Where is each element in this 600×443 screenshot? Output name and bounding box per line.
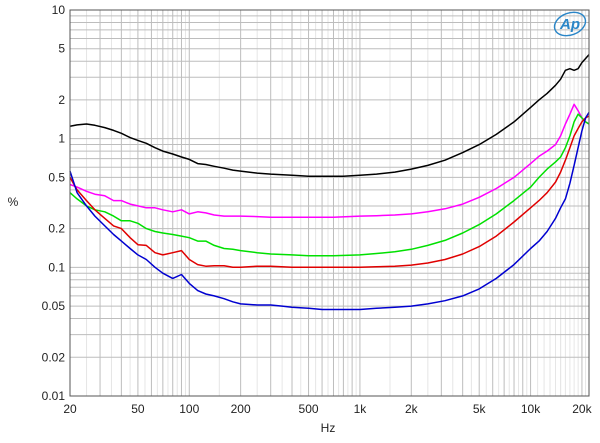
y-tick-label: 5 — [58, 42, 65, 56]
x-tick-label: 500 — [299, 402, 319, 416]
y-tick-label: 0.2 — [48, 222, 65, 236]
ap-logo: Ap — [553, 11, 587, 37]
series-line-2 — [69, 103, 590, 219]
x-tick-label: 10k — [521, 402, 541, 416]
y-tick-label: 0.05 — [42, 299, 66, 313]
x-tick-labels: 20 50 100 200 500 1k 2k 5k 10k 20k — [63, 402, 592, 416]
series-line-3 — [69, 113, 590, 257]
x-tick-label: 50 — [131, 402, 145, 416]
y-tick-label: 0.02 — [42, 350, 66, 364]
y-tick-labels: 10 5 2 1 0.5 0.2 0.1 0.05 0.02 0.01 — [42, 3, 66, 403]
y-tick-label: 1 — [58, 132, 65, 146]
x-axis-label: Hz — [321, 421, 336, 435]
ap-logo-text: Ap — [559, 16, 580, 33]
x-tick-label: 200 — [231, 402, 251, 416]
x-tick-label: 100 — [179, 402, 199, 416]
ap-logo-ring — [553, 11, 587, 37]
x-tick-label: 20 — [63, 402, 77, 416]
plot-frame — [69, 9, 590, 397]
series-line-4 — [69, 115, 590, 269]
y-tick-label: 2 — [58, 93, 65, 107]
series-line-1 — [69, 54, 590, 178]
y-axis-label: % — [8, 195, 19, 209]
series-line-5 — [69, 112, 590, 311]
y-tick-label: 10 — [52, 3, 66, 17]
y-tick-label: 0.5 — [48, 170, 65, 184]
x-tick-label: 2k — [405, 402, 419, 416]
x-tick-label: 1k — [354, 402, 368, 416]
y-tick-label: 0.1 — [48, 260, 65, 274]
x-tick-label: 20k — [572, 402, 592, 416]
y-tick-label: 0.01 — [42, 389, 66, 403]
chart-series-group — [69, 54, 590, 311]
x-tick-label: 5k — [473, 402, 487, 416]
